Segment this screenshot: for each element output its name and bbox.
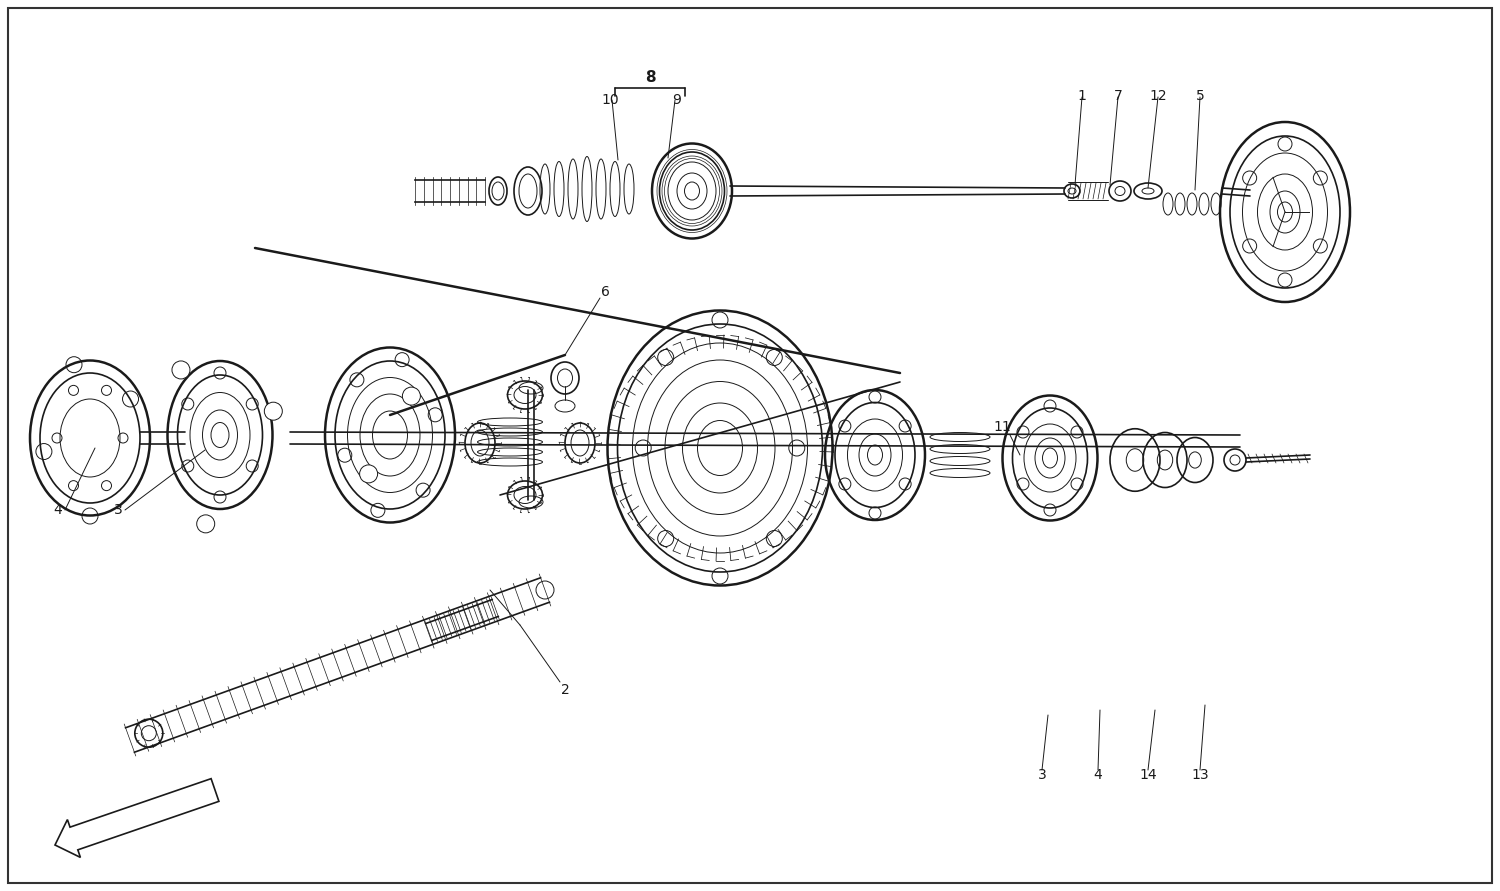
Text: 11: 11 <box>993 420 1011 434</box>
Circle shape <box>402 387 420 405</box>
Text: 4: 4 <box>1094 768 1102 782</box>
Text: 6: 6 <box>600 285 609 299</box>
Text: 14: 14 <box>1138 768 1156 782</box>
Text: 8: 8 <box>645 70 656 86</box>
Text: 1: 1 <box>1077 89 1086 103</box>
Circle shape <box>360 465 378 483</box>
Circle shape <box>264 402 282 421</box>
Text: 3: 3 <box>1038 768 1047 782</box>
Polygon shape <box>56 779 219 857</box>
Text: 7: 7 <box>1113 89 1122 103</box>
Text: 10: 10 <box>602 93 619 107</box>
Text: 4: 4 <box>54 503 63 517</box>
Circle shape <box>172 361 190 379</box>
Text: 2: 2 <box>561 683 570 697</box>
Text: 5: 5 <box>1196 89 1204 103</box>
Text: 3: 3 <box>114 503 123 517</box>
Text: 13: 13 <box>1191 768 1209 782</box>
Circle shape <box>196 515 214 533</box>
Text: 12: 12 <box>1149 89 1167 103</box>
Text: 9: 9 <box>672 93 681 107</box>
